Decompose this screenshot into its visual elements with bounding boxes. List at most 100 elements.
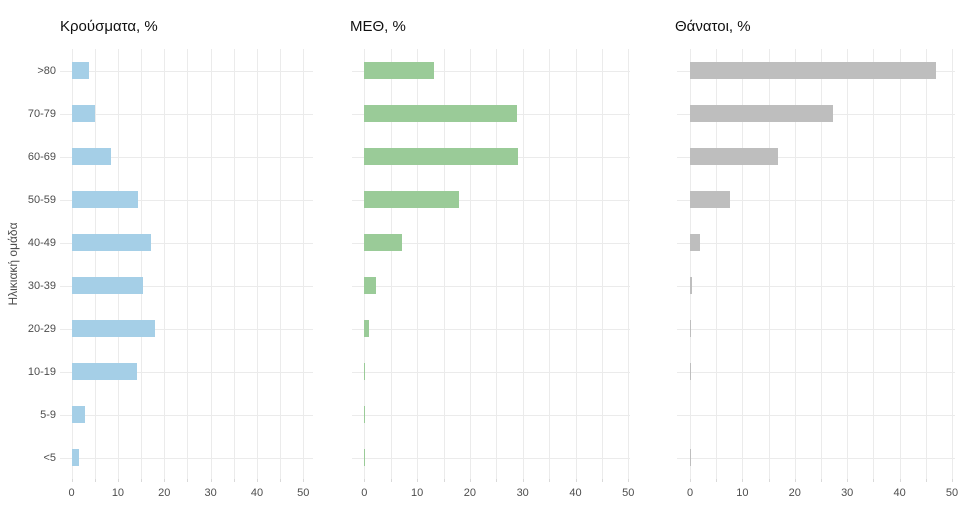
x-tick-label: 30 [516,487,529,499]
x-tick-label: 20 [463,487,477,499]
gridline-vertical [187,49,189,479]
bar-70-79 [364,105,518,122]
category-label->80: >80 [37,64,56,77]
category-label-20-29: 20-29 [27,322,56,335]
x-tick-label: 20 [158,487,171,499]
gridline-vertical [280,49,282,479]
bar-10-19 [690,363,691,380]
x-tick-label: 30 [841,487,854,499]
x-axis-tick [952,479,953,482]
x-axis-tick [303,479,305,482]
bar-60-69 [364,148,519,165]
panel-icu [352,49,630,482]
gridline-vertical [390,49,392,479]
bar-50-59 [364,191,460,208]
gridline-vertical [522,49,524,479]
x-axis-tick [575,479,577,482]
x-tick-label: 40 [569,487,582,499]
gridline-horizontal [60,414,313,416]
x-tick-label: 50 [945,487,959,499]
gridline-horizontal [352,242,630,244]
category-label-70-79: 70-79 [27,107,56,120]
x-axis-tick [364,479,366,482]
bar-60-69 [71,148,112,165]
x-axis-tick [280,479,282,482]
gridline-vertical [256,49,258,479]
bar-20-29 [364,320,370,337]
gridline-horizontal [60,285,313,287]
gridline-horizontal [60,70,313,72]
gridline-vertical [768,49,770,479]
bar-40-49 [364,234,402,251]
gridline-horizontal [60,371,313,373]
category-label-40-49: 40-49 [27,236,56,249]
bar-20-29 [71,320,155,337]
bar-70-79 [690,105,833,122]
x-axis-tick [925,479,927,482]
bar-20-29 [690,320,691,337]
x-axis-tick [899,479,901,482]
x-axis-tick [94,479,96,482]
gridline-horizontal [677,156,955,158]
bar-<5 [71,449,79,466]
bar-50-59 [690,191,731,208]
gridline-vertical [141,49,143,479]
bar-10-19 [364,363,366,380]
gridline-vertical [925,49,927,479]
bar-5-9 [71,406,86,423]
x-axis-tick [187,479,189,482]
panel-deaths [677,49,955,482]
x-axis-tick [390,479,392,482]
x-tick-label: 10 [111,487,125,499]
gridline-vertical [628,49,630,479]
gridline-vertical [899,49,901,479]
panel-cases [60,49,313,482]
bar-30-39 [690,277,693,294]
gridline-horizontal [352,285,630,287]
panel-title-deaths: Θάνατοι, % [675,18,751,35]
x-axis-tick [794,479,796,482]
gridline-horizontal [677,242,955,244]
x-tick-label: 0 [686,487,694,499]
panel-title-cases: Κρούσματα, % [60,18,158,35]
gridline-vertical [549,49,551,479]
x-axis-tick [549,479,551,482]
x-axis-tick [601,479,603,482]
gridline-horizontal [60,199,313,201]
x-axis-tick [821,479,822,482]
gridline-horizontal [60,242,313,244]
x-tick-label: 40 [250,487,264,499]
gridline-vertical [496,49,498,479]
x-tick-label: 20 [788,487,801,499]
x-axis-tick [210,479,212,482]
x-axis-tick [469,479,471,482]
x-axis-tick [443,479,445,482]
gridline-horizontal [677,457,955,459]
x-axis-tick [71,479,73,482]
gridline-vertical [847,49,849,479]
x-axis-tick [164,479,166,482]
category-label-<5: <5 [43,451,56,464]
bar->80 [71,62,90,79]
gridline-horizontal [60,328,313,330]
gridline-horizontal [677,414,955,416]
x-axis-tick [847,479,849,482]
x-tick-label: 30 [204,487,217,499]
gridline-horizontal [60,113,313,115]
gridline-vertical [443,49,445,479]
gridline-vertical [821,49,822,479]
gridline-vertical [164,49,166,479]
bar->80 [690,62,937,79]
gridline-horizontal [352,371,630,373]
gridline-horizontal [352,457,630,459]
category-axis-labels: >80 70-79 60-69 50-59 40-49 30-39 20-29 10-19 5-… [0,49,56,479]
bar-60-69 [690,148,778,165]
gridline-horizontal [677,328,955,330]
gridline-vertical [117,49,119,479]
category-label-5-9: 5-9 [40,408,56,421]
gridline-vertical [873,49,875,479]
bar-40-49 [71,234,151,251]
gridline-horizontal [352,414,630,416]
bar-10-19 [71,363,137,380]
